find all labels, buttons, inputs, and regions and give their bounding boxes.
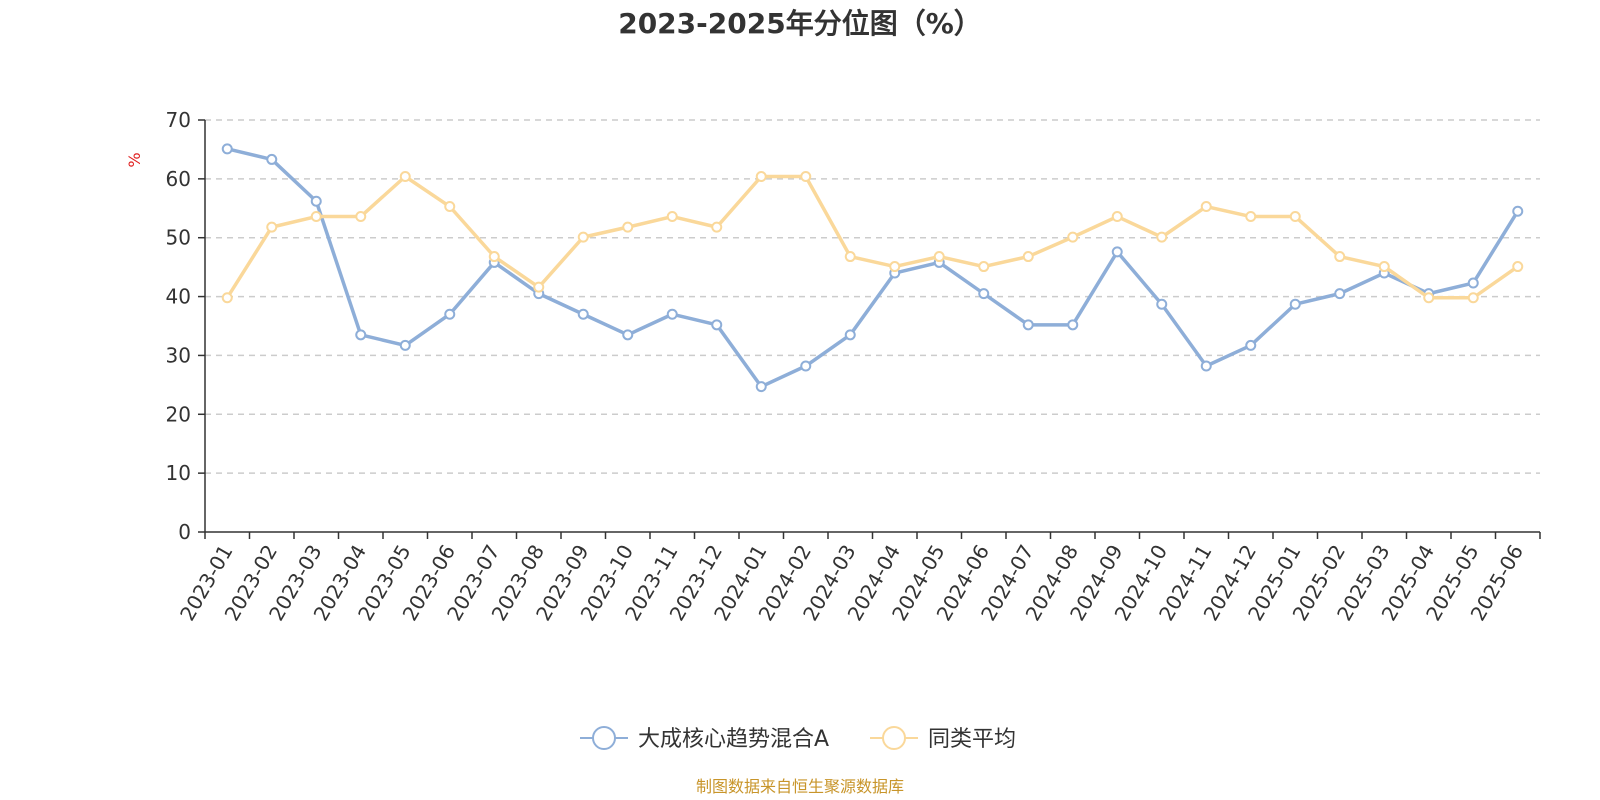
- data-point: [1467, 277, 1479, 289]
- data-point: [1423, 292, 1435, 304]
- data-point: [310, 211, 322, 223]
- data-point: [800, 360, 812, 372]
- data-point: [622, 221, 634, 233]
- legend-marker: [592, 726, 616, 750]
- y-tick-label: 40: [166, 285, 191, 309]
- data-point: [533, 281, 545, 293]
- data-point: [399, 339, 411, 351]
- data-point: [800, 171, 812, 183]
- y-tick-labels: 0 10 20 30 40 50 60 70: [166, 108, 191, 544]
- x-tick-labels: 2023-012023-022023-032023-042023-052023-…: [175, 541, 1528, 625]
- data-point: [444, 308, 456, 320]
- data-point: [221, 143, 233, 155]
- data-point: [1067, 319, 1079, 331]
- y-axis-unit: %: [125, 152, 144, 167]
- data-point: [1111, 211, 1123, 223]
- data-point: [1378, 261, 1390, 273]
- data-point: [1067, 231, 1079, 243]
- y-tick-label: 10: [166, 461, 191, 485]
- data-point: [711, 221, 723, 233]
- data-point: [1200, 201, 1212, 213]
- data-point: [444, 201, 456, 213]
- data-point: [933, 251, 945, 263]
- source-note: 制图数据来自恒生聚源数据库: [696, 777, 904, 796]
- data-point: [666, 211, 678, 223]
- data-point: [355, 211, 367, 223]
- data-point: [355, 329, 367, 341]
- y-tick-label: 0: [178, 520, 191, 544]
- legend-marker: [882, 726, 906, 750]
- y-tick-label: 60: [166, 167, 191, 191]
- data-point: [711, 319, 723, 331]
- data-point: [1200, 360, 1212, 372]
- data-point: [1245, 211, 1257, 223]
- series-line-2: [225, 174, 1520, 300]
- legend-label: 同类平均: [928, 727, 1016, 752]
- data-point: [1467, 292, 1479, 304]
- series-line-1: [225, 147, 1520, 389]
- data-point: [844, 329, 856, 341]
- data-point: [666, 308, 678, 320]
- y-tick-label: 20: [166, 402, 191, 426]
- data-point: [889, 261, 901, 273]
- y-tick-label: 50: [166, 226, 191, 250]
- data-point: [221, 292, 233, 304]
- data-point: [1512, 205, 1524, 217]
- data-point: [1512, 261, 1524, 273]
- data-point: [1111, 246, 1123, 258]
- data-point: [577, 231, 589, 243]
- data-point: [1156, 231, 1168, 243]
- data-point: [1156, 298, 1168, 310]
- data-point: [310, 195, 322, 207]
- data-point: [1334, 251, 1346, 263]
- data-point: [488, 251, 500, 263]
- data-point: [1022, 319, 1034, 331]
- data-point: [1245, 339, 1257, 351]
- legend-label: 大成核心趋势混合A: [638, 727, 829, 752]
- data-point: [844, 251, 856, 263]
- data-point: [1289, 298, 1301, 310]
- data-point: [577, 308, 589, 320]
- y-tick-label: 30: [166, 343, 191, 367]
- data-point: [978, 288, 990, 300]
- data-point: [755, 171, 767, 183]
- data-point: [266, 153, 278, 165]
- data-point: [1022, 251, 1034, 263]
- data-point: [266, 221, 278, 233]
- series-lines: [221, 143, 1524, 393]
- data-point: [755, 381, 767, 393]
- data-point: [399, 171, 411, 183]
- data-point: [1289, 211, 1301, 223]
- axes: [198, 119, 1541, 539]
- chart-title: 2023-2025年分位图（%）: [618, 7, 982, 40]
- y-tick-label: 70: [166, 108, 191, 132]
- legend[interactable]: 大成核心趋势混合A 同类平均: [580, 726, 1016, 752]
- data-point: [978, 261, 990, 273]
- data-point: [622, 329, 634, 341]
- data-point: [1334, 288, 1346, 300]
